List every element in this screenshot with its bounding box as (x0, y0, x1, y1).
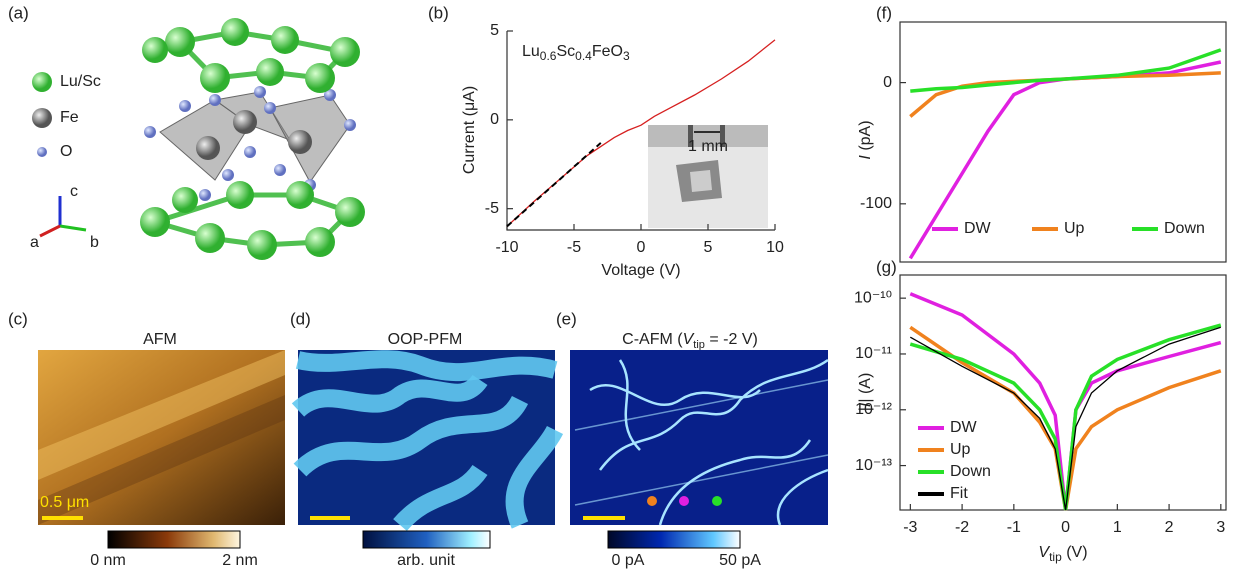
pfm-image: arb. unit (298, 350, 555, 569)
axis-label: c (70, 183, 78, 200)
colorbar-label: 0 nm (90, 552, 126, 569)
y-tick-label: 10⁻¹² (855, 401, 893, 418)
x-tick-label: -5 (567, 239, 581, 256)
legend-label: O (60, 143, 72, 160)
legend-label: DW (964, 220, 992, 237)
legend-label: Up (1064, 220, 1085, 237)
legend-label: Down (950, 463, 991, 480)
legend-label: Up (950, 441, 971, 458)
y-tick-label: 0 (490, 111, 499, 128)
axis-label: a (30, 234, 39, 251)
cafm-image: 0 pA 50 pA (570, 350, 828, 569)
y-tick-label: -100 (860, 195, 892, 212)
x-tick-label: -3 (903, 519, 917, 536)
x-axis-label: Vtip (V) (1038, 544, 1087, 564)
x-tick-label: -2 (955, 519, 969, 536)
inset: 1 mm (648, 125, 768, 228)
legend-label: Fit (950, 485, 968, 502)
scale-bar-label: 0.5 μm (40, 494, 89, 511)
image-title: OOP-PFM (388, 331, 463, 348)
y-tick-label: 0 (883, 74, 892, 91)
crystal-structure: Lu/Sc Fe O a b c (30, 18, 365, 260)
x-tick-label: 0 (637, 239, 646, 256)
y-tick-label: -5 (485, 200, 499, 217)
x-tick-label: 5 (704, 239, 713, 256)
panel-label: (g) (876, 257, 897, 276)
legend-label: DW (950, 419, 978, 436)
inset-label: 1 mm (688, 138, 728, 155)
colorbar-label: 2 nm (222, 552, 258, 569)
x-tick-label: 2 (1165, 519, 1174, 536)
legend-label: Down (1164, 220, 1205, 237)
colorbar-label: 0 pA (612, 552, 645, 569)
panel-label: (a) (8, 3, 29, 22)
panel-label: (d) (290, 309, 311, 328)
panel-label: (e) (556, 309, 577, 328)
y-tick-label: 10⁻¹⁰ (854, 289, 892, 306)
legend-label: Fe (60, 109, 79, 126)
y-tick-label: 5 (490, 22, 499, 39)
panel-label: (f) (876, 3, 892, 22)
y-axis-label: I (pA) (857, 120, 874, 159)
figure: (a) (b) (c) (d) (e) (f) (g) Lu/Sc Fe O a… (0, 0, 1233, 571)
image-title: C-AFM (Vtip = -2 V) (622, 331, 758, 351)
colorbar-label: arb. unit (397, 552, 455, 569)
y-axis-label: Current (μA) (461, 86, 478, 174)
x-tick-label: -1 (1007, 519, 1021, 536)
axis-label: b (90, 234, 99, 251)
x-tick-label: -10 (495, 239, 518, 256)
colorbar-label: 50 pA (719, 552, 761, 569)
panel-label: (c) (8, 309, 28, 328)
x-axis-label: Voltage (V) (601, 262, 680, 279)
image-title: AFM (143, 331, 177, 348)
panel-label: (b) (428, 3, 449, 22)
series-line (910, 325, 1221, 510)
legend-label: Lu/Sc (60, 73, 101, 90)
annotation: Lu0.6Sc0.4FeO3 (522, 43, 630, 63)
y-tick-label: 10⁻¹¹ (855, 345, 892, 362)
x-tick-label: 1 (1113, 519, 1122, 536)
afm-image: 0.5 μm 0 nm 2 nm (38, 350, 285, 569)
x-tick-label: 0 (1061, 519, 1070, 536)
x-tick-label: 3 (1216, 519, 1225, 536)
y-tick-label: 10⁻¹³ (855, 457, 893, 474)
x-tick-label: 10 (766, 239, 784, 256)
